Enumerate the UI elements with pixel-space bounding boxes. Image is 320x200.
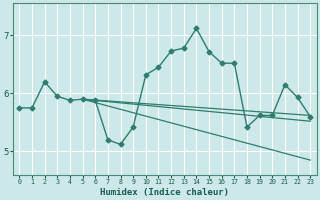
- X-axis label: Humidex (Indice chaleur): Humidex (Indice chaleur): [100, 188, 229, 197]
